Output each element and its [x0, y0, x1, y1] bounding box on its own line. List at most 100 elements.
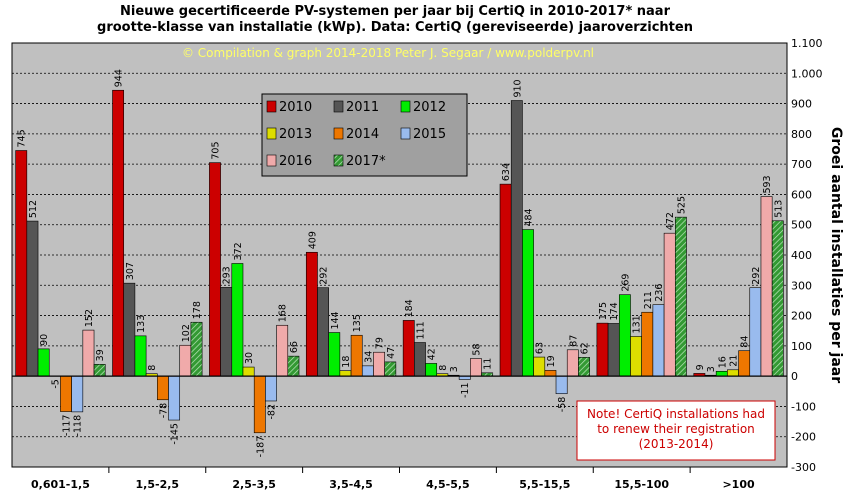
data-label: 184 [404, 299, 415, 317]
data-label: 910 [512, 79, 523, 97]
legend-swatch [400, 100, 411, 113]
legend-swatch [333, 154, 344, 167]
bar [134, 335, 147, 377]
y-tick-label: -100 [791, 400, 816, 413]
data-label: 409 [307, 231, 318, 249]
data-label: -187 [255, 436, 266, 458]
data-label: 62 [580, 342, 591, 354]
y-tick-label: 1.000 [791, 67, 823, 80]
bar [533, 356, 546, 377]
bar [555, 375, 568, 395]
bar [727, 369, 739, 377]
bar [630, 336, 642, 377]
legend-label: 2016 [279, 154, 312, 169]
bar [674, 216, 687, 377]
bar [618, 294, 631, 377]
data-label: -5 [50, 379, 61, 388]
bar [522, 229, 534, 377]
data-label: 175 [598, 302, 609, 320]
bar [566, 349, 579, 377]
bar [715, 370, 728, 377]
note-line1: Note! CertiQ installations had [587, 407, 765, 421]
data-label: 944 [114, 69, 125, 87]
chart-title-line2: grootte-klasse van installatie (kWp). Da… [97, 20, 693, 35]
data-label: 292 [319, 267, 330, 285]
bar [71, 375, 84, 413]
legend-box [261, 93, 468, 177]
copyright-notice: © Compilation & graph 2014-2018 Peter J.… [182, 46, 594, 60]
bar [607, 323, 620, 377]
bar [544, 370, 557, 377]
data-label: 34 [363, 351, 374, 363]
legend-label: 2012 [413, 100, 446, 115]
legend-swatch [333, 100, 344, 113]
data-label: 87 [568, 335, 579, 347]
legend-label: 2015 [413, 127, 446, 142]
data-label: 133 [136, 315, 147, 333]
bar [328, 332, 341, 377]
data-label: 525 [676, 196, 687, 214]
data-label: 513 [773, 200, 784, 218]
x-tick-label: >100 [722, 478, 755, 491]
y-tick-label: 100 [791, 340, 812, 353]
bar [470, 358, 482, 377]
data-label: 174 [609, 302, 620, 320]
legend: 2010 2011 2012 2013 2014 2015 2016 2017* [261, 93, 468, 177]
bar [510, 100, 523, 377]
bar [760, 196, 773, 377]
data-label: 131 [632, 315, 643, 333]
bar [242, 366, 255, 377]
bar [641, 311, 654, 377]
data-label: -82 [266, 404, 277, 420]
legend-items: 2010 2011 2012 2013 2014 2015 2016 2017* [266, 100, 446, 169]
data-label: 84 [740, 336, 751, 348]
data-label: -78 [158, 403, 169, 419]
y-tick-label: 500 [791, 219, 812, 232]
bar [317, 287, 329, 377]
data-label: 593 [762, 175, 773, 193]
y-tick-label: 600 [791, 188, 812, 201]
y-tick-label: 800 [791, 128, 812, 141]
bar [339, 370, 352, 377]
bar [350, 334, 363, 377]
legend-swatch [266, 100, 277, 113]
y-tick-label: -300 [791, 461, 816, 474]
y-axis-ticks: -300 -200 -100 0 100 200 300 400 500 600 700 800 900… [791, 37, 823, 474]
bar [305, 251, 318, 377]
data-label: 47 [386, 347, 397, 359]
data-label: -11 [460, 382, 471, 398]
bar [93, 364, 106, 377]
bar [26, 220, 39, 377]
data-label: 484 [524, 208, 535, 226]
legend-label: 2014 [346, 127, 379, 142]
data-label: 372 [233, 242, 244, 260]
bar [287, 355, 300, 377]
bar [220, 287, 233, 377]
data-label: 11 [483, 358, 494, 370]
x-tick-label: 5,5-15,5 [519, 478, 570, 491]
bar [738, 350, 751, 377]
bar [190, 321, 203, 377]
y-tick-label: -200 [791, 431, 816, 444]
y-axis-label: Groei aantal installaties per jaar [828, 127, 844, 383]
legend-label: 2013 [279, 127, 312, 142]
y-tick-label: 900 [791, 98, 812, 111]
bar [60, 375, 72, 412]
x-tick-label: 3,5-4,5 [329, 478, 373, 491]
bar [15, 150, 28, 377]
data-label: 3 [706, 366, 717, 372]
data-label: 705 [210, 141, 221, 159]
data-label: 90 [39, 334, 50, 346]
bar [157, 375, 169, 401]
data-label: 39 [95, 349, 106, 361]
legend-swatch [400, 127, 411, 140]
bar [771, 220, 784, 377]
data-label: 42 [427, 348, 438, 360]
bar [425, 363, 438, 377]
data-label: 512 [28, 200, 39, 218]
bar [123, 282, 136, 377]
y-tick-label: 200 [791, 310, 812, 323]
bar [384, 361, 397, 377]
bar [37, 348, 50, 377]
